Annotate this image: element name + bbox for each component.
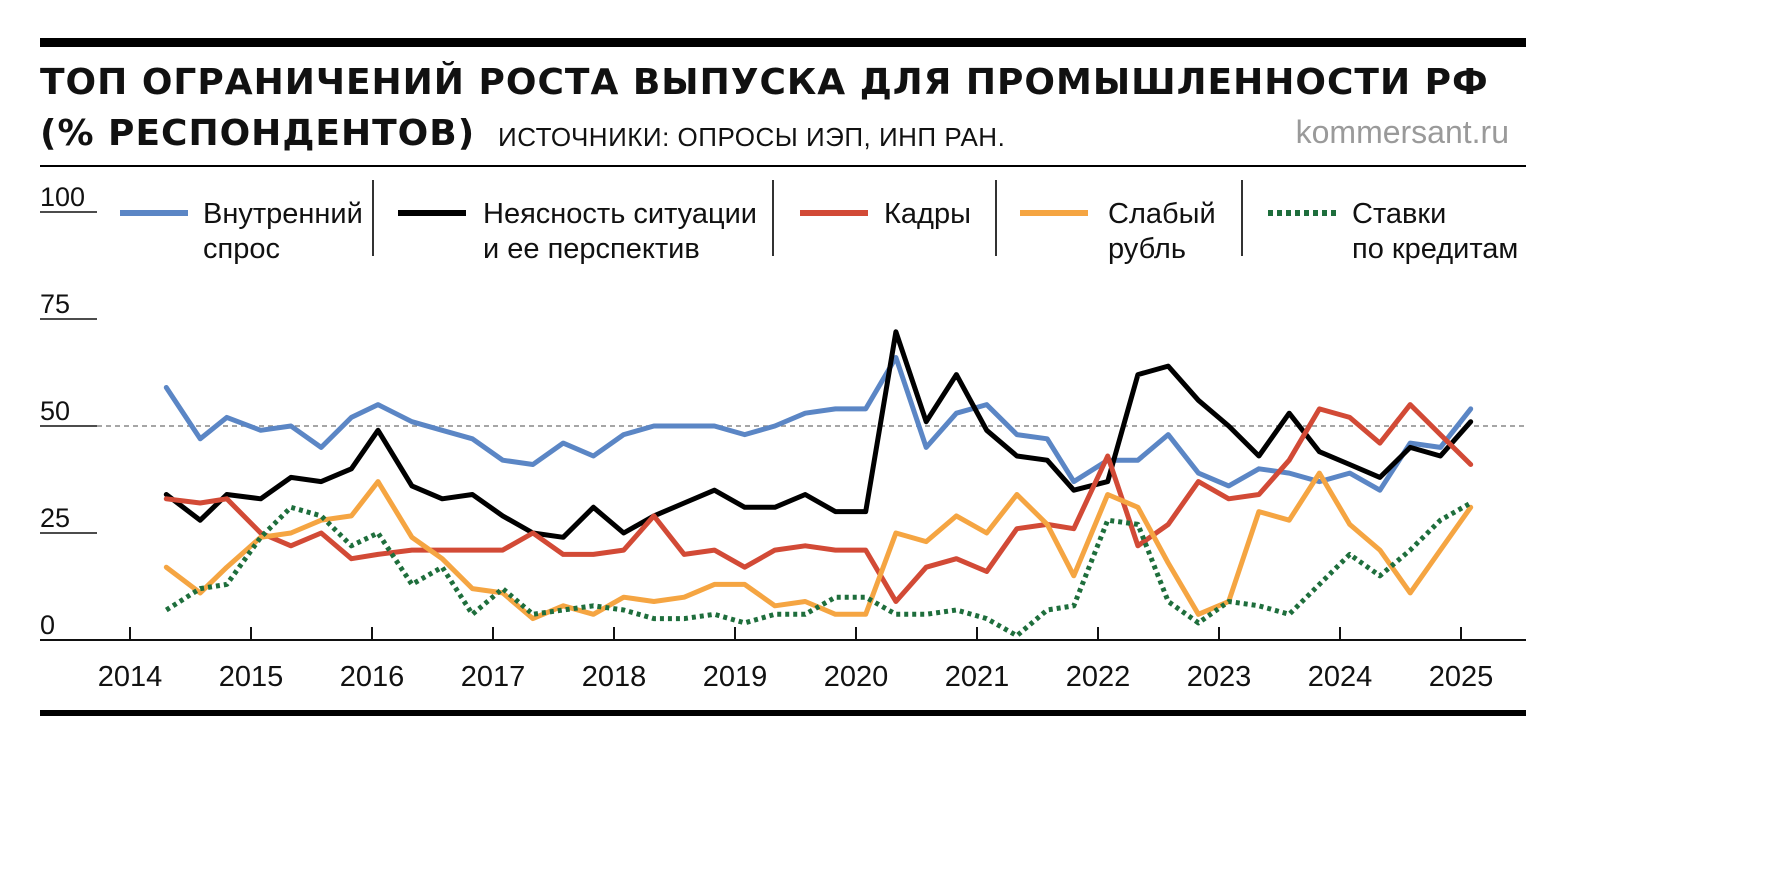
y-tick-label: 100: [40, 182, 85, 212]
legend-label-5: Ставки: [1352, 198, 1446, 230]
x-tick-label: 2017: [461, 661, 526, 693]
legend-label-2: Неясность ситуации: [483, 198, 757, 230]
legend-label-2-line2: и ее перспектив: [483, 233, 700, 265]
x-tick-label: 2024: [1308, 661, 1373, 693]
series-line-1: [163, 355, 1474, 493]
x-tick-label: 2014: [98, 661, 163, 693]
series-line-5: [164, 500, 1472, 639]
series-line-4: [163, 470, 1474, 622]
x-tick-label: 2023: [1187, 661, 1252, 693]
y-tick-label: 50: [40, 396, 70, 426]
bottom-rule: [40, 710, 1526, 716]
legend-label-1: Внутренний: [203, 198, 363, 230]
x-tick-label: 2022: [1066, 661, 1131, 693]
legend-label-4: Слабый: [1108, 198, 1216, 230]
legend-label-5-line2: по кредитам: [1352, 233, 1518, 265]
x-tick-label: 2021: [945, 661, 1010, 693]
x-tick-label: 2025: [1429, 661, 1494, 693]
x-tick-label: 2015: [219, 661, 284, 693]
x-tick-label: 2016: [340, 661, 405, 693]
source-note: ИСТОЧНИКИ: ОПРОСЫ ИЭП, ИНП РАН.: [498, 122, 1006, 152]
series-line-3: [163, 402, 1474, 604]
brand-watermark: kommersant.ru: [1295, 114, 1509, 150]
legend-label-3: Кадры: [884, 198, 971, 230]
series-line-2: [163, 329, 1474, 540]
legend-label-1-line2: спрос: [203, 233, 280, 265]
header-divider: [40, 165, 1526, 167]
legend-label-4-line2: рубль: [1108, 233, 1186, 265]
y-tick-label: 75: [40, 289, 70, 319]
top-rule: [40, 38, 1526, 47]
x-tick-label: 2019: [703, 661, 768, 693]
chart-title: ТОП ОГРАНИЧЕНИЙ РОСТА ВЫПУСКА ДЛЯ ПРОМЫШ…: [40, 62, 1489, 103]
y-tick-label: 25: [40, 503, 70, 533]
x-tick-label: 2018: [582, 661, 647, 693]
chart-title-units: (% РЕСПОНДЕНТОВ): [40, 113, 476, 154]
y-tick-label: 0: [40, 610, 55, 640]
x-tick-label: 2020: [824, 661, 889, 693]
